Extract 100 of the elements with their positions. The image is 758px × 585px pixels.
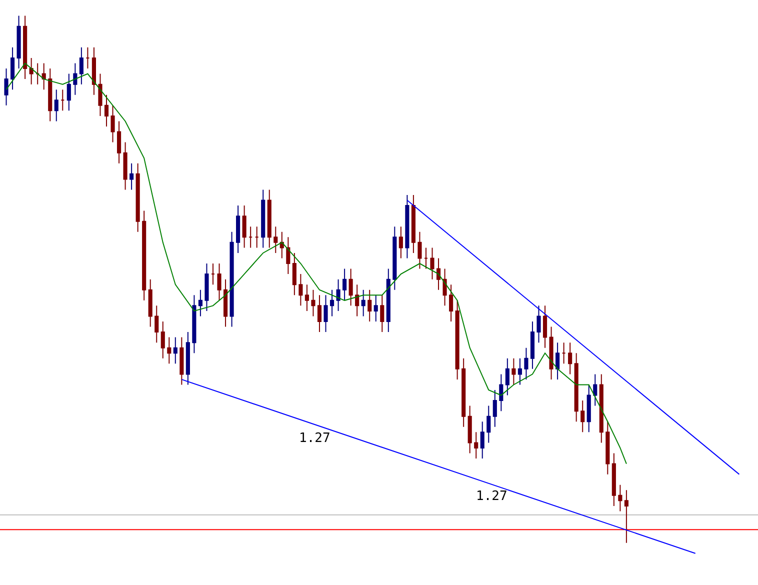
candlestick xyxy=(210,263,216,286)
candlestick xyxy=(580,400,585,433)
candlestick xyxy=(330,289,334,317)
candlestick xyxy=(66,73,71,112)
candlestick xyxy=(204,263,209,312)
candlestick xyxy=(449,284,454,322)
candlestick xyxy=(104,94,109,127)
candlestick xyxy=(223,278,228,328)
candlestick xyxy=(4,68,8,106)
candlestick xyxy=(10,46,15,90)
candlestick xyxy=(116,120,122,164)
candlestick xyxy=(549,326,554,380)
candlestick xyxy=(160,320,165,359)
candlestick xyxy=(505,358,510,396)
candlestick xyxy=(492,390,497,428)
candlestick xyxy=(23,15,28,80)
candlestick xyxy=(524,347,528,380)
candlestick xyxy=(192,294,196,354)
candlestick xyxy=(186,332,190,386)
candlestick xyxy=(574,352,578,422)
candlestick xyxy=(292,252,296,296)
candlestick xyxy=(324,294,328,333)
candlestick xyxy=(499,374,504,412)
candlestick xyxy=(606,421,610,475)
candlestick xyxy=(180,336,184,386)
candlestick xyxy=(512,358,516,386)
candlestick xyxy=(474,432,478,460)
candlestick xyxy=(586,384,591,433)
candlestick xyxy=(374,294,378,322)
candlestick xyxy=(462,358,466,428)
candlestick xyxy=(418,231,422,270)
candlestick xyxy=(424,247,428,270)
candlestick xyxy=(242,205,246,248)
candlestick xyxy=(455,300,460,380)
candlestick xyxy=(436,258,441,290)
candlestick xyxy=(42,62,46,90)
candlestick xyxy=(123,142,128,190)
candlestick xyxy=(73,62,78,96)
candlestick xyxy=(148,278,152,328)
annotation: 1.27 xyxy=(476,489,508,504)
candlestick xyxy=(355,284,360,317)
candlestick xyxy=(110,104,115,143)
candlestick xyxy=(36,62,40,85)
candlestick xyxy=(468,405,472,454)
candlestick xyxy=(29,57,34,85)
candlestick xyxy=(624,490,628,544)
candlestick xyxy=(336,278,340,312)
candlestick xyxy=(342,268,347,301)
candlestick xyxy=(248,226,253,248)
candlestick xyxy=(593,374,598,406)
candlestick xyxy=(486,405,491,444)
candlestick xyxy=(536,305,541,344)
candlestick xyxy=(542,305,548,348)
candlestick xyxy=(130,162,134,190)
candlestick xyxy=(173,336,178,364)
candlestick xyxy=(274,226,278,254)
candlestick xyxy=(54,89,58,122)
candlestick xyxy=(311,289,316,317)
candlestick xyxy=(317,294,322,333)
candlestick xyxy=(136,162,140,232)
candlestick xyxy=(16,15,21,70)
candlestick xyxy=(142,210,146,301)
candlestick xyxy=(254,226,259,248)
candlestick xyxy=(217,263,222,301)
candlestick xyxy=(79,46,84,85)
candlestick xyxy=(480,421,484,460)
candlestick xyxy=(556,342,560,380)
candlestick xyxy=(92,46,96,96)
annotation: 1.27 xyxy=(299,431,330,446)
candlestick xyxy=(60,89,65,112)
candlestick xyxy=(612,452,616,506)
candlestick xyxy=(348,268,353,306)
candlestick xyxy=(411,194,416,254)
candlestick xyxy=(599,374,604,444)
candlestick xyxy=(261,189,266,248)
candlestick xyxy=(236,205,240,254)
candlestick xyxy=(568,342,572,375)
candlestick xyxy=(198,289,202,317)
candlestick xyxy=(405,194,410,259)
candlestick xyxy=(304,284,309,312)
candlestick xyxy=(361,289,366,317)
candlestick xyxy=(562,342,566,364)
candlestick xyxy=(392,226,397,290)
candlestick xyxy=(286,236,290,275)
candlestick xyxy=(267,189,272,248)
candlestick xyxy=(398,226,403,259)
candlestick xyxy=(518,358,522,386)
candlestick xyxy=(48,68,52,122)
candlestick xyxy=(618,484,622,512)
candlestick xyxy=(368,289,372,322)
candlestick xyxy=(280,231,284,259)
candlestick xyxy=(430,247,434,280)
candlestick xyxy=(442,268,447,306)
candlestick xyxy=(154,305,159,344)
candlestick xyxy=(386,268,390,333)
candlestick xyxy=(380,294,384,333)
candlestick xyxy=(530,320,535,370)
candlestick xyxy=(86,46,90,70)
candlestick xyxy=(98,73,102,116)
candlestick xyxy=(167,336,172,364)
